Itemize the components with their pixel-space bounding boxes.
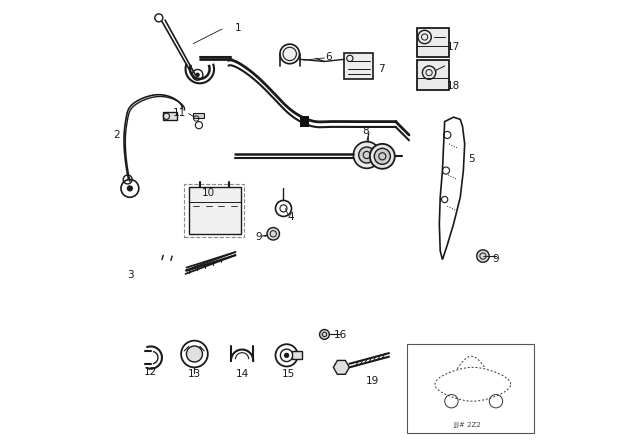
- Circle shape: [319, 330, 330, 339]
- Bar: [184, 184, 244, 237]
- Text: 10: 10: [202, 188, 215, 198]
- Circle shape: [353, 142, 380, 168]
- Text: 5: 5: [468, 155, 475, 164]
- Circle shape: [195, 73, 200, 77]
- Text: 9: 9: [255, 233, 262, 242]
- Bar: [193, 113, 204, 118]
- Circle shape: [359, 147, 375, 163]
- Bar: [407, 344, 534, 433]
- Bar: [163, 112, 177, 120]
- Text: 3: 3: [127, 270, 134, 280]
- Text: 6: 6: [326, 52, 332, 62]
- Circle shape: [477, 250, 489, 262]
- Circle shape: [267, 228, 280, 240]
- Bar: [189, 187, 241, 234]
- Text: 8: 8: [362, 125, 369, 135]
- Text: 1: 1: [234, 23, 241, 33]
- Circle shape: [284, 353, 289, 358]
- Circle shape: [370, 144, 395, 169]
- Bar: [417, 28, 449, 57]
- Bar: [344, 52, 373, 79]
- Text: 14: 14: [236, 370, 249, 379]
- Circle shape: [280, 44, 300, 64]
- Text: 12: 12: [144, 367, 157, 377]
- Bar: [292, 351, 302, 359]
- Text: 15: 15: [282, 370, 296, 379]
- Text: 17: 17: [447, 42, 460, 52]
- Polygon shape: [333, 361, 349, 374]
- Bar: [300, 116, 309, 127]
- Circle shape: [127, 185, 133, 191]
- Text: JJJ# 2Z2: JJJ# 2Z2: [454, 422, 481, 428]
- Circle shape: [374, 148, 390, 164]
- Circle shape: [186, 346, 202, 362]
- Text: 7: 7: [378, 64, 385, 74]
- Text: 11: 11: [173, 108, 186, 118]
- Text: 18: 18: [447, 81, 460, 91]
- Text: 19: 19: [366, 376, 379, 386]
- Text: 4: 4: [288, 212, 294, 222]
- Ellipse shape: [280, 63, 300, 69]
- Text: 16: 16: [333, 330, 347, 340]
- Text: 9: 9: [493, 254, 499, 264]
- Text: 2: 2: [113, 130, 120, 140]
- Bar: [417, 60, 449, 90]
- Text: 13: 13: [188, 370, 201, 379]
